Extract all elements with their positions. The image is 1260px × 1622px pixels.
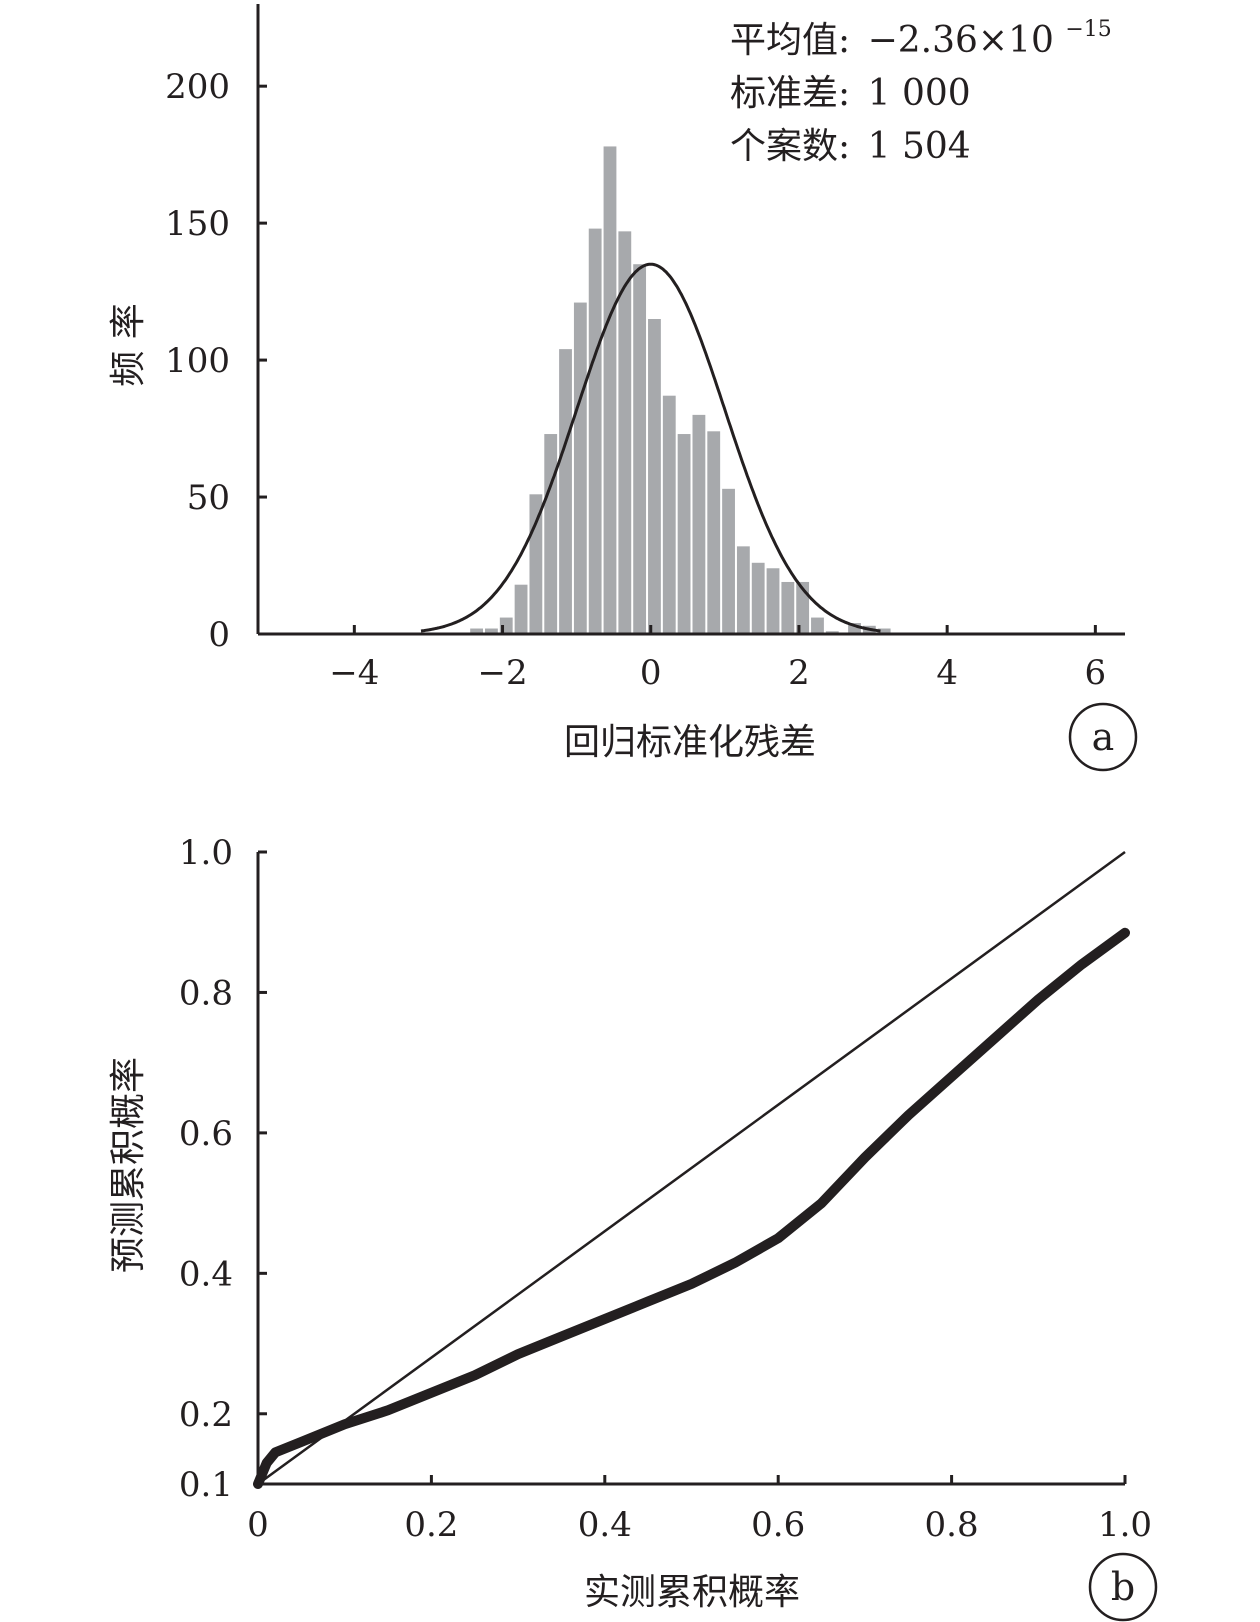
panel-b-badge: b <box>1088 1552 1158 1622</box>
histogram-bar <box>811 617 824 634</box>
normal-curve <box>420 262 881 633</box>
y-tick-label: 50 <box>187 478 230 518</box>
histogram-bars <box>470 146 891 634</box>
y-tick-label: 1.0 <box>179 833 233 873</box>
y-tick-label: 0.2 <box>179 1395 233 1435</box>
observed-pp-line <box>253 927 1130 1489</box>
y-tick-label: 150 <box>165 204 230 244</box>
y-axis-ticks: 0.1 0.2 0.4 0.6 0.8 1.0 <box>179 833 267 1505</box>
histogram-bar <box>751 562 765 634</box>
x-tick-label: 1.0 <box>1098 1505 1152 1545</box>
y-tick-label: 0.1 <box>179 1465 233 1505</box>
histogram-bar <box>514 584 528 634</box>
stat-std-label: 标准差: <box>730 73 850 114</box>
x-tick-label: 0.4 <box>578 1505 632 1545</box>
x-tick-label: 0 <box>247 1505 269 1545</box>
histogram-bar <box>603 146 617 634</box>
histogram-bar <box>736 546 750 634</box>
histogram-bar <box>796 581 810 634</box>
panel-b-pp-plot: 0 0.2 0.4 0.6 0.8 1.0 0.1 0.2 0.4 0.6 0.8 1.0 实测累积… <box>108 833 1158 1622</box>
reference-diagonal-line <box>257 850 1126 1486</box>
y-tick-label: 0.8 <box>179 973 233 1013</box>
histogram-bar <box>633 264 647 634</box>
y-tick-label: 0.4 <box>179 1254 233 1294</box>
histogram-bar <box>470 628 484 634</box>
y-tick-label: 200 <box>165 67 230 107</box>
histogram-bar <box>877 628 891 634</box>
panel-a-badge-circle <box>1068 702 1138 772</box>
histogram-bar <box>573 302 587 634</box>
stat-mean-label: 平均值: <box>730 20 850 61</box>
panel-a-badge: a <box>1068 702 1138 772</box>
y-axis-label: 频 率 <box>108 303 149 386</box>
histogram-bar <box>544 434 558 634</box>
histogram-bar <box>692 414 706 634</box>
stat-n-label: 个案数: <box>730 126 850 167</box>
x-tick-label: 2 <box>788 653 810 693</box>
stat-std: 标准差: 1 000 <box>730 73 971 114</box>
histogram-bar <box>648 319 661 634</box>
histogram-bar <box>485 628 498 634</box>
x-tick-label: 0.6 <box>751 1505 805 1545</box>
panel-b-badge-label: b <box>1111 1565 1135 1609</box>
panel-b-badge-circle <box>1088 1552 1158 1622</box>
x-tick-label: 0 <box>640 653 662 693</box>
panel-a-histogram: −4 −2 0 2 4 6 0 50 100 150 200 回归标准化残差 频 率 平均值: −… <box>108 4 1138 772</box>
panel-a-badge-label: a <box>1092 715 1115 759</box>
histogram-bar <box>766 568 780 634</box>
x-axis-ticks: −4 −2 0 2 4 6 <box>329 625 1106 693</box>
y-tick-label: 100 <box>165 341 230 381</box>
x-tick-label: 0.2 <box>404 1505 458 1545</box>
stat-n-value: 1 504 <box>868 126 971 167</box>
histogram-bar <box>848 623 861 634</box>
stat-std-value: 1 000 <box>868 73 971 114</box>
histogram-bar <box>559 349 572 634</box>
histogram-bar <box>662 395 676 634</box>
y-tick-label: 0 <box>208 615 230 655</box>
x-axis-label: 实测累积概率 <box>584 1572 800 1613</box>
histogram-bar <box>781 581 795 634</box>
y-axis-label: 预测累积概率 <box>108 1057 149 1273</box>
stat-mean: 平均值: −2.36×10 −15 <box>730 17 1112 61</box>
stat-n: 个案数: 1 504 <box>730 126 971 167</box>
x-axis-ticks: 0 0.2 0.4 0.6 0.8 1.0 <box>247 1475 1152 1545</box>
stat-mean-value: −2.36×10 <box>868 20 1054 61</box>
histogram-bar <box>707 431 721 634</box>
histogram-bar <box>618 231 632 634</box>
stats-box: 平均值: −2.36×10 −15 标准差: 1 000 个案数: 1 504 <box>730 17 1112 167</box>
stat-mean-exponent: −15 <box>1065 17 1111 42</box>
x-axis-label: 回归标准化残差 <box>564 722 816 763</box>
histogram-bar <box>588 228 602 634</box>
x-tick-label: −2 <box>477 653 527 693</box>
histogram-bar <box>677 434 691 634</box>
x-tick-label: −4 <box>329 653 379 693</box>
y-tick-label: 0.6 <box>179 1114 233 1154</box>
x-tick-label: 0.8 <box>925 1505 979 1545</box>
histogram-bar <box>722 488 735 634</box>
y-axis-ticks: 0 50 100 150 200 <box>165 67 267 655</box>
pp-series <box>253 850 1130 1489</box>
x-tick-label: 4 <box>936 653 958 693</box>
x-tick-label: 6 <box>1085 653 1107 693</box>
